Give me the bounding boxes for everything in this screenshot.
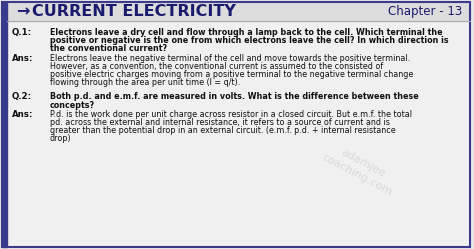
Text: Q.2:: Q.2: (12, 92, 32, 101)
Text: Both p.d. and e.m.f. are measured in volts. What is the difference between these: Both p.d. and e.m.f. are measured in vol… (50, 92, 419, 101)
Text: greater than the potential drop in an external circuit. (e.m.f. p.d. + internal : greater than the potential drop in an ex… (50, 126, 396, 135)
Text: positive electric charges moving from a positive terminal to the negative termin: positive electric charges moving from a … (50, 70, 413, 79)
Text: positive or negative is the one from which electrons leave the cell? In which di: positive or negative is the one from whi… (50, 36, 448, 45)
Text: Electrons leave a dry cell and flow through a lamp back to the cell. Which termi: Electrons leave a dry cell and flow thro… (50, 28, 443, 37)
Text: Q.1:: Q.1: (12, 28, 32, 37)
Text: drop): drop) (50, 134, 72, 143)
Text: adamjee
coaching.com: adamjee coaching.com (320, 140, 400, 197)
Text: Chapter - 13: Chapter - 13 (388, 5, 462, 18)
Text: →: → (16, 4, 29, 19)
Text: Ans:: Ans: (12, 54, 33, 62)
Text: pd. across the external and internal resistance, it refers to a source of curren: pd. across the external and internal res… (50, 118, 390, 127)
Text: Ans:: Ans: (12, 110, 33, 119)
Bar (7, 2, 470, 21)
Text: concepts?: concepts? (50, 101, 95, 110)
Text: Electrons leave the negative terminal of the cell and move towards the positive : Electrons leave the negative terminal of… (50, 54, 410, 62)
Text: flowing through the area per unit time (I = q/t).: flowing through the area per unit time (… (50, 78, 240, 87)
Bar (2, 2, 7, 247)
Text: However, as a convention, the conventional current is assumed to the consisted o: However, as a convention, the convention… (50, 62, 383, 71)
Text: the conventional current?: the conventional current? (50, 44, 167, 53)
Text: CURRENT ELECTRICITY: CURRENT ELECTRICITY (32, 4, 236, 19)
Text: P.d. is the work done per unit charge across resistor in a closed circuit. But e: P.d. is the work done per unit charge ac… (50, 110, 412, 119)
